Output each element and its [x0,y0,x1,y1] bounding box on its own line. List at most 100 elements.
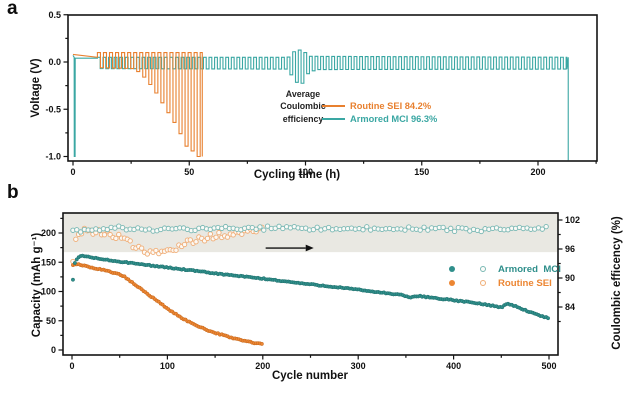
ce-point [116,231,122,238]
y-tick-label: 50 [46,316,56,326]
panel-b-label: b [7,182,19,203]
armored-mci-capacity-points [71,253,550,321]
capacity-point [71,277,75,282]
voltage-profile-chart: 0 50 100 150 200 0.5 0.0 -0.5 -1.0 [45,10,598,177]
panel-a-label: a [7,0,18,19]
x-tick-label: 100 [298,167,313,177]
armored-mci-efficiency-points [70,223,549,235]
annotation-line-3: efficiency [282,113,324,124]
y2-tick-label: 102 [565,215,580,225]
routine-sei-voltage-trace [72,52,203,158]
ce-point [74,227,80,233]
ce-point [146,226,152,232]
cycling-performance-chart: 0 100 200 300 400 500 0 50 100 150 200 102 96 90 84 [41,212,580,371]
ce-point [181,241,188,248]
y-tick-label: 200 [41,228,56,238]
routine-sei-legend-label: Routine SEI 84.2% [350,100,432,111]
x-tick-label: 0 [70,167,75,177]
ce-point [73,236,79,242]
y-tick-label: 150 [41,257,56,267]
x-tick-label: 50 [184,167,194,177]
ce-point [207,231,213,237]
ce-point [417,227,423,233]
annotation-line-1: Average [285,89,321,99]
ce-point [421,224,427,230]
ce-point [360,227,366,233]
voltage-axis-title: Voltage (V) [30,58,42,118]
armored-mci-legend-label: Armored MCI 96.3% [350,114,438,125]
capacity-point [546,316,550,321]
armored-mci-filled-marker [449,266,455,272]
ce-point [310,226,317,233]
panel-a-tick-labels: 0 50 100 150 200 0.5 0.0 -0.5 -1.0 [45,10,545,177]
y-tick-label: 100 [41,287,56,297]
ce-point [213,234,219,240]
ce-point [119,225,126,231]
ce-point [425,227,431,233]
routine-sei-line-swatch [322,104,345,107]
ce-point [216,229,222,236]
ce-point [406,224,412,230]
ce-point [104,226,110,233]
ce-point [127,238,133,244]
legend-row-armored-mci: Armored MCI 96.3% [322,113,437,127]
panel-b-legend: Armored MCI Routine SEI [449,263,561,291]
panel-b-tick-labels: 0 100 200 300 400 500 0 50 100 150 200 102 96 90 84 [41,215,580,371]
armored-mci-line-swatch [322,118,345,121]
ce-point [257,224,263,230]
x-tick-label: 0 [69,361,74,371]
capacity-point [72,261,77,265]
armored-mci-legend-label-b: Armored MCI [498,263,561,275]
cycling-time-axis-title: Cycling time (h) [253,169,341,181]
capacity-axis-title: Capacity (mAh g⁻¹) [31,232,43,338]
y-tick-label: -0.5 [45,104,61,114]
y2-tick-label: 90 [565,273,575,283]
average-ce-annotation: Average Coulombic efficiency [253,88,353,125]
ce-point [364,224,370,230]
ce-point [253,226,259,232]
ce-point [138,245,145,251]
ce-point [402,227,408,233]
ce-point [173,247,179,253]
panel-a-legend: Routine SEI 84.2% Armored MCI 96.3% [322,99,437,126]
ce-point [153,247,159,254]
ce-point [204,235,211,242]
efficiency-band [63,213,558,253]
armored-mci-open-marker [480,266,486,272]
routine-sei-legend-label-b: Routine SEI [498,277,552,289]
capacity-point [259,341,264,346]
routine-sei-capacity-points [71,262,264,346]
ce-point [113,235,119,241]
ce-point [448,225,454,231]
legend-row-routine-sei-b: Routine SEI [449,277,561,289]
y2-tick-label: 84 [565,302,575,312]
panel-a-frame [67,14,598,162]
ce-point [101,232,108,238]
x-tick-label: 200 [255,361,270,371]
ce-point [463,225,469,232]
ce-point [539,226,545,232]
arrow-head [305,244,314,252]
ce-point [314,224,320,230]
right-axis-arrow-icon [265,244,314,252]
y-tick-label: 0 [51,345,56,355]
ce-point [276,223,282,229]
ce-point [77,229,84,235]
x-tick-label: 200 [530,167,545,177]
routine-sei-filled-marker [449,280,455,286]
cycle-number-axis-title: Cycle number [271,370,349,382]
annotation-line-2: Coulombic [280,101,326,112]
ce-point [187,237,193,243]
ce-point [478,228,484,235]
y-tick-label: 0.0 [48,57,61,67]
x-tick-label: 500 [541,361,556,371]
ce-point [451,228,458,235]
ce-point [264,223,271,229]
x-tick-label: 300 [351,361,366,371]
routine-sei-open-marker [480,280,486,286]
ce-point [543,223,549,230]
panel-b-frame [62,212,559,356]
x-tick-label: 150 [414,167,429,177]
ce-point [193,239,199,245]
